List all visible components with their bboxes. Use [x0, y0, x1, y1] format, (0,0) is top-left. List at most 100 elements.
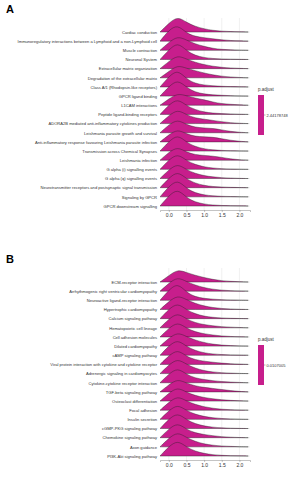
- ridges: [160, 271, 248, 456]
- ridge: [160, 191, 248, 206]
- y-tick: GPCR ligand binding: [119, 94, 160, 99]
- y-axis: Cardiac conduction Immunoregulatory inter…: [18, 30, 160, 209]
- x-tick: 1.0: [201, 460, 208, 468]
- y-tick: Cell adhesion molecules: [113, 335, 160, 340]
- ridge: [160, 82, 248, 96]
- y-tick-label: Anti-inflammatory response favouring Lei…: [35, 140, 158, 145]
- y-tick: Extracellular matrix organization: [99, 66, 160, 71]
- x-axis: 0.0 0.5 1.0 1.5 2.0: [161, 210, 251, 218]
- y-tick-label: GPCR ligand binding: [119, 94, 158, 99]
- x-tick: 0.0: [166, 460, 173, 468]
- y-tick-label: ECM-receptor interaction: [111, 280, 157, 285]
- y-tick: Transmission across Chemical Synapses: [82, 149, 160, 154]
- ridge: [160, 137, 248, 151]
- y-tick-label: G alpha (q) signalling events: [105, 176, 157, 181]
- y-tick: Cardiac conduction: [122, 30, 160, 35]
- y-tick-label: GPCR downstream signalling: [104, 204, 158, 209]
- ridge: [160, 101, 248, 115]
- x-tick: 0.5: [183, 210, 190, 218]
- y-tick-label: L1CAM interactions: [121, 103, 157, 108]
- y-tick-label: Leishmania infection: [120, 158, 158, 163]
- y-tick: G alpha (q) signalling events: [105, 176, 160, 181]
- ridge: [160, 324, 248, 337]
- y-tick: Leishmania infection: [120, 158, 160, 163]
- y-tick-label: Neurotransmitter receptors and postsynap…: [41, 185, 158, 190]
- y-tick-label: Extracellular matrix organization: [99, 66, 158, 71]
- x-tick-label: 0.0: [166, 462, 173, 468]
- y-tick: Dilated cardiomyopathy: [114, 344, 160, 349]
- y-tick-label: Immunoregulatory interactions between a …: [18, 39, 158, 44]
- y-tick-label: PI3K-Akt signaling pathway: [107, 454, 158, 459]
- colorbar-tick-label: 0.0107005: [267, 363, 287, 368]
- y-tick-label: Cardiac conduction: [122, 30, 158, 35]
- y-tick: ADORA2B mediated anti-inflammatory cytok…: [48, 121, 160, 126]
- y-tick-label: TGF-beta signaling pathway: [106, 390, 158, 395]
- y-tick: Anti-inflammatory response favouring Lei…: [35, 140, 160, 145]
- y-tick-label: G alpha (i) signalling events: [106, 167, 157, 172]
- y-tick: TGF-beta signaling pathway: [106, 390, 160, 395]
- y-tick-label: Peptide ligand-binding receptors: [98, 112, 157, 117]
- y-tick-label: Hypertrophic cardiomyopathy: [104, 307, 158, 312]
- y-tick-label: Arrhythmogenic right ventricular cardiom…: [69, 289, 158, 294]
- y-tick-label: cGMP-PKG signaling pathway: [102, 426, 158, 431]
- x-axis: 0.00.51.01.52.0: [161, 460, 251, 468]
- x-tick-label: 0.5: [183, 462, 190, 468]
- colorbar-title: p.adjust: [258, 87, 275, 92]
- grid-line: [239, 18, 240, 210]
- y-tick: ECM-receptor interaction: [111, 280, 160, 285]
- y-tick-label: Hematopoietic cell lineage: [109, 326, 158, 331]
- y-tick-label: Adrenergic signaling in cardiomyocytes: [86, 371, 157, 376]
- ridge: [160, 57, 248, 69]
- figure: A Cardiac conduction Immunoregulatory inte…: [0, 0, 298, 500]
- y-tick: Muscle contraction: [123, 48, 160, 53]
- y-tick-label: Muscle contraction: [123, 48, 158, 53]
- y-tick: Osteoclast differentiation: [112, 399, 160, 404]
- y-tick-label: Signaling by GPCR: [122, 195, 157, 200]
- x-tick: 2.0: [236, 210, 243, 218]
- y-tick: Hematopoietic cell lineage: [109, 326, 160, 331]
- y-tick: Focal adhesion: [129, 408, 160, 413]
- colorbar-tick: [264, 365, 266, 366]
- x-tick-label: 0.5: [183, 212, 190, 218]
- colorbar: [258, 95, 264, 135]
- ridge: [160, 442, 248, 456]
- x-tick-label: 2.0: [236, 212, 243, 218]
- y-tick-label: ADORA2B mediated anti-inflammatory cytok…: [48, 121, 157, 126]
- y-tick-label: Calcium signaling pathway: [109, 316, 158, 321]
- y-tick-label: Neuronal System: [126, 57, 158, 62]
- y-tick: Hypertrophic cardiomyopathy: [104, 307, 160, 312]
- x-tick: 1.0: [201, 210, 208, 218]
- panel-title: A: [6, 3, 14, 15]
- y-tick: Neuronal System: [126, 57, 160, 62]
- grid: [160, 18, 250, 210]
- x-tick: 0.0: [166, 210, 173, 218]
- y-tick-label: Degradation of the extracellular matrix: [88, 76, 157, 81]
- x-tick-label: 1.5: [219, 212, 226, 218]
- ridge: [160, 27, 248, 41]
- y-tick: GPCR downstream signalling: [104, 204, 160, 209]
- y-tick: Chemokine signaling pathway: [103, 435, 160, 440]
- y-tick: Insulin secretion: [127, 417, 160, 422]
- y-tick: Cytokine-cytokine receptor interaction: [89, 381, 161, 386]
- y-tick: Signaling by GPCR: [122, 195, 160, 200]
- y-tick: G alpha (i) signalling events: [106, 167, 160, 172]
- y-tick: PI3K-Akt signaling pathway: [107, 454, 160, 459]
- y-tick-label: Cell adhesion molecules: [113, 335, 157, 340]
- y-tick-label: Cytokine-cytokine receptor interaction: [89, 381, 158, 386]
- y-tick: Peptide ligand-binding receptors: [98, 112, 160, 117]
- y-tick-label: Leishmania parasite growth and survival: [84, 131, 157, 136]
- y-tick-label: Dilated cardiomyopathy: [114, 344, 158, 349]
- x-tick-label: 0.0: [166, 212, 173, 218]
- y-tick: Immunoregulatory interactions between a …: [18, 39, 160, 44]
- panel: BECM-receptor interactionArrhythmogenic …: [6, 253, 286, 468]
- y-tick-label: Insulin secretion: [127, 417, 157, 422]
- panel: A Cardiac conduction Immunoregulatory inte…: [6, 3, 288, 218]
- x-tick: 2.0: [236, 460, 243, 468]
- x-tick: 1.5: [219, 210, 226, 218]
- y-tick: Leishmania parasite growth and survival: [84, 131, 160, 136]
- y-tick: Arrhythmogenic right ventricular cardiom…: [69, 289, 160, 294]
- colorbar-title: p.adjust: [258, 337, 275, 342]
- x-tick-label: 1.0: [201, 212, 208, 218]
- y-tick: Adrenergic signaling in cardiomyocytes: [86, 371, 160, 376]
- y-tick-label: Class A/1 (Rhodopsin-like receptors): [91, 85, 158, 90]
